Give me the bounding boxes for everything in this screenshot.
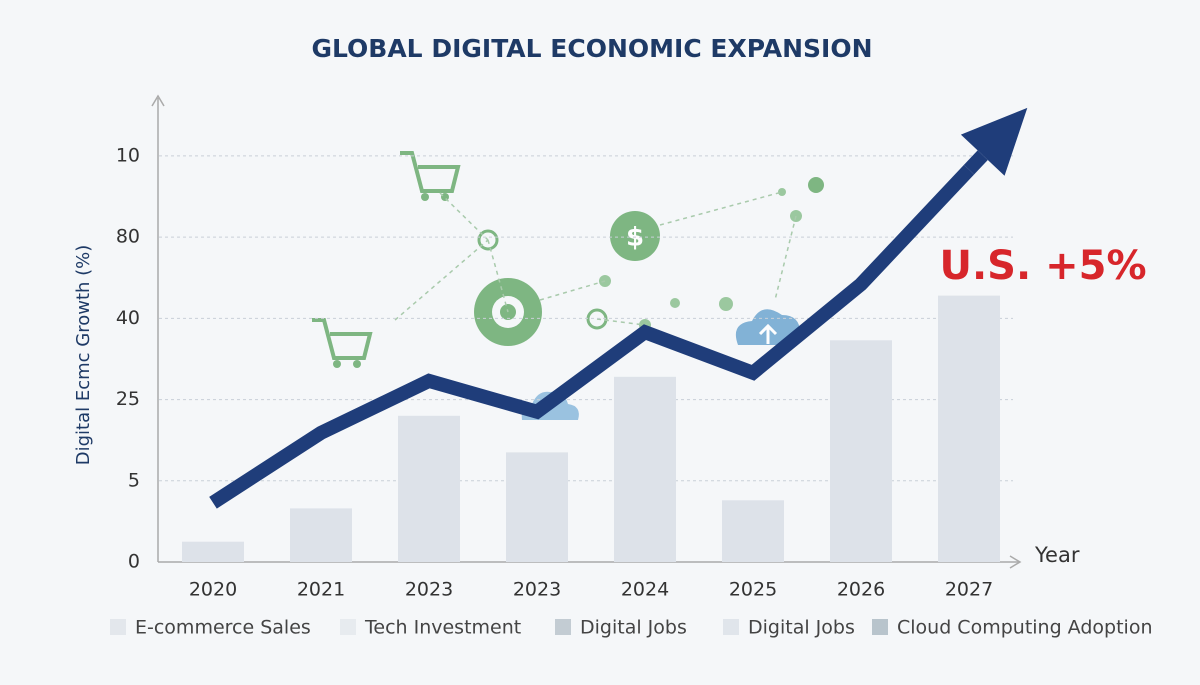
bar <box>290 508 352 562</box>
legend-swatch <box>555 619 571 635</box>
y-tick-label: 80 <box>116 226 140 248</box>
bar <box>398 415 460 562</box>
x-tick-label: 2020 <box>189 579 237 601</box>
legend-label: E-commerce Sales <box>135 617 311 639</box>
legend-label: Digital Jobs <box>748 617 855 639</box>
annotation: U.S. +5% <box>939 243 1146 289</box>
bar <box>182 541 244 562</box>
x-tick-label: 2027 <box>945 579 993 601</box>
x-tick-label: 2024 <box>621 579 669 601</box>
bar <box>506 452 568 562</box>
line <box>209 164 975 509</box>
decoration: $ <box>312 151 824 420</box>
x-axis-arrow <box>1009 555 1022 569</box>
legend-label: Cloud Computing Adoption <box>897 617 1153 639</box>
y-tick-label: 40 <box>116 307 140 329</box>
legend-swatch <box>723 619 739 635</box>
x-tick-label: 2025 <box>729 579 777 601</box>
y-tick-label: 0 <box>128 551 140 573</box>
bar <box>830 340 892 562</box>
legend-label: Tech Investment <box>364 617 521 639</box>
y-tick-label: 5 <box>128 469 140 491</box>
y-tick-label: 10 <box>116 144 140 166</box>
bar <box>722 500 784 562</box>
legend-swatch <box>872 619 888 635</box>
y-axis-arrow <box>151 94 165 107</box>
legend-swatch <box>110 619 126 635</box>
y-tick-label: 25 <box>116 388 140 410</box>
bar <box>938 295 1000 562</box>
x-tick-label: 2021 <box>297 579 345 601</box>
x-tick-label: 2023 <box>405 579 453 601</box>
x-tick-label: 2023 <box>513 579 561 601</box>
chart-title: GLOBAL DIGITAL ECONOMIC EXPANSION <box>311 34 872 63</box>
x-tick-label: 2026 <box>837 579 885 601</box>
y-axis-label: Digital Ecmc Growth (%) <box>73 245 94 466</box>
line-arrowhead <box>960 107 1028 176</box>
x-axis-label: Year <box>1034 543 1080 567</box>
legend-label: Digital Jobs <box>580 617 687 639</box>
bar <box>614 376 676 562</box>
legend-swatch <box>340 619 356 635</box>
line-arrow-shaft <box>963 150 988 175</box>
